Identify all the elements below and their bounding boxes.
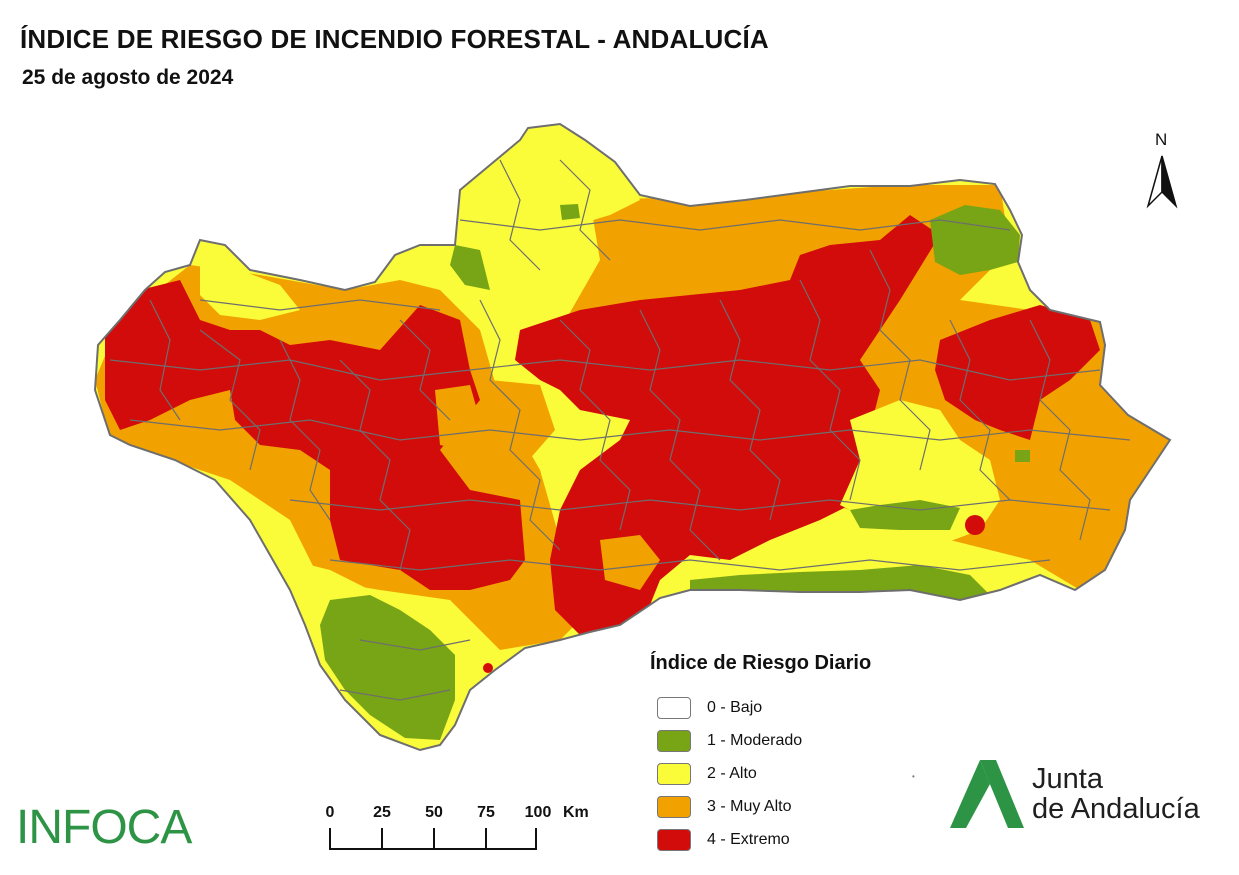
municipal-boundaries bbox=[109, 159, 1131, 701]
zone-moderado-granada bbox=[850, 500, 960, 530]
risk-zones bbox=[95, 124, 1170, 750]
legend-label-bajo: 0 - Bajo bbox=[707, 698, 763, 716]
legend-title: Índice de Riesgo Diario bbox=[650, 652, 872, 674]
map-title: ÍNDICE DE RIESGO DE INCENDIO FORESTAL - … bbox=[20, 24, 769, 54]
legend-label-alto: 2 - Alto bbox=[707, 764, 757, 782]
junta-line1: Junta bbox=[1032, 763, 1103, 795]
zone-alto-north bbox=[455, 130, 640, 280]
zone-extremo-west bbox=[105, 280, 525, 590]
scale-tick-75: 75 bbox=[477, 804, 495, 821]
zone-moderado-jaen bbox=[930, 205, 1020, 275]
legend-item-muy-alto: 3 - Muy Alto bbox=[650, 790, 950, 823]
scale-mark-75 bbox=[485, 828, 487, 850]
legend-item-bajo: 0 - Bajo bbox=[650, 691, 950, 724]
scale-bar: 0 25 50 75 100 Km bbox=[315, 798, 615, 858]
zone-moderado-dot-2 bbox=[1015, 450, 1030, 462]
north-arrow: N bbox=[1140, 130, 1184, 210]
zone-moderado-dot-1 bbox=[560, 204, 580, 220]
scale-unit: Km bbox=[563, 804, 589, 821]
zone-muy-alto-patch-1 bbox=[435, 385, 480, 450]
scale-tick-0: 0 bbox=[325, 804, 335, 821]
zone-alto-northwest bbox=[200, 265, 300, 320]
legend: Índice de Riesgo Diario 0 - Bajo 1 - Mod… bbox=[650, 652, 950, 856]
zone-extremo-east bbox=[935, 305, 1100, 440]
legend-swatch-bajo bbox=[657, 696, 691, 719]
junta-logo: Junta de Andalucía bbox=[950, 758, 1220, 830]
infoca-logo: INFOCA bbox=[16, 801, 192, 854]
legend-item-alto: 2 - Alto bbox=[650, 757, 950, 790]
legend-item-moderado: 1 - Moderado bbox=[650, 724, 950, 757]
scale-mark-50 bbox=[433, 828, 435, 850]
scale-mark-0 bbox=[329, 828, 331, 850]
legend-label-muy-alto: 3 - Muy Alto bbox=[707, 797, 792, 815]
scale-tick-50: 50 bbox=[425, 804, 443, 821]
legend-swatch-alto bbox=[657, 762, 691, 785]
zone-muy-alto-patch-2 bbox=[600, 535, 660, 590]
zone-moderado-cadiz bbox=[320, 595, 455, 740]
map-date: 25 de agosto de 2024 bbox=[22, 66, 234, 89]
legend-swatch-moderado bbox=[657, 729, 691, 752]
scale-mark-25 bbox=[381, 828, 383, 850]
legend-item-extremo: 4 - Extremo bbox=[650, 823, 950, 856]
legend-label-extremo: 4 - Extremo bbox=[707, 830, 790, 848]
zone-extremo-dot-1 bbox=[965, 515, 985, 535]
north-arrow-icon bbox=[1146, 155, 1178, 209]
zone-extremo-central bbox=[515, 215, 940, 635]
junta-line2: de Andalucía bbox=[1032, 793, 1200, 825]
zone-moderado-huelva-n bbox=[450, 245, 490, 290]
legend-swatch-extremo bbox=[657, 828, 691, 851]
junta-logo-icon bbox=[950, 760, 1024, 828]
junta-text: Junta de Andalucía bbox=[1032, 764, 1200, 824]
zone-extremo-dot-2 bbox=[483, 663, 493, 673]
scale-mark-100 bbox=[535, 828, 537, 850]
legend-swatch-muy-alto bbox=[657, 795, 691, 818]
legend-label-moderado: 1 - Moderado bbox=[707, 731, 803, 749]
zone-muy-alto-patch-3 bbox=[490, 380, 555, 470]
scale-tick-100: 100 bbox=[524, 804, 552, 821]
scale-tick-25: 25 bbox=[373, 804, 391, 821]
north-label: N bbox=[1155, 130, 1168, 149]
stray-dot: • bbox=[912, 772, 915, 781]
zone-muy-alto-east bbox=[1000, 430, 1130, 585]
